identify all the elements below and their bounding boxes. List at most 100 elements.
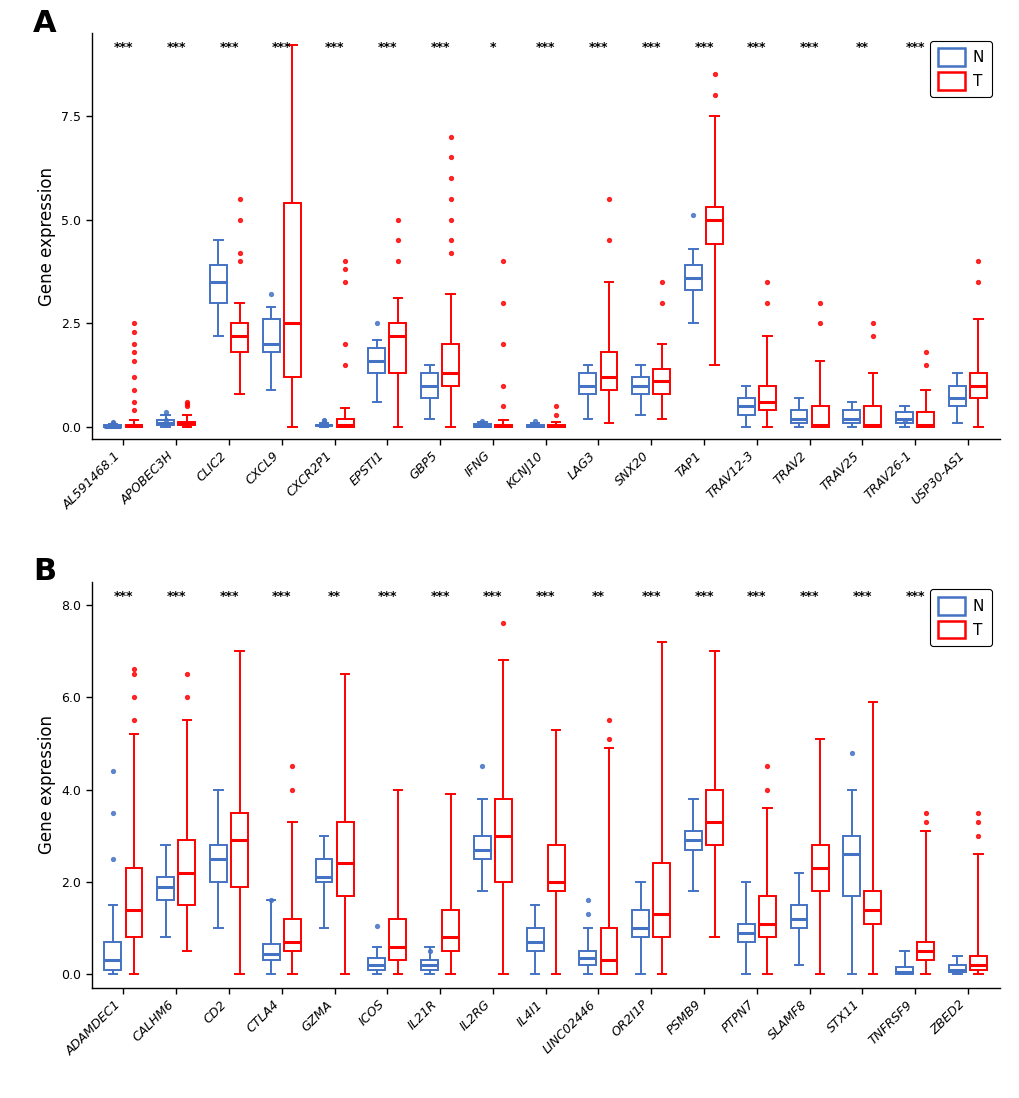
PathPatch shape — [231, 813, 248, 886]
PathPatch shape — [442, 909, 459, 951]
Text: ***: *** — [272, 590, 291, 603]
PathPatch shape — [368, 959, 385, 970]
PathPatch shape — [547, 845, 565, 892]
PathPatch shape — [758, 385, 775, 411]
PathPatch shape — [790, 411, 807, 423]
PathPatch shape — [632, 909, 648, 938]
Y-axis label: Gene expression: Gene expression — [38, 167, 56, 305]
Text: ***: *** — [799, 590, 818, 603]
Text: ***: *** — [483, 590, 502, 603]
PathPatch shape — [864, 406, 880, 427]
Text: A: A — [33, 9, 56, 37]
PathPatch shape — [210, 845, 226, 882]
Text: ***: *** — [799, 41, 818, 54]
PathPatch shape — [948, 965, 965, 972]
PathPatch shape — [526, 928, 543, 951]
Text: **: ** — [855, 41, 868, 54]
PathPatch shape — [758, 896, 775, 938]
PathPatch shape — [843, 836, 859, 896]
PathPatch shape — [125, 425, 143, 427]
Text: ***: *** — [852, 590, 871, 603]
Text: **: ** — [328, 590, 340, 603]
Text: ***: *** — [377, 590, 396, 603]
Text: ***: *** — [694, 590, 713, 603]
PathPatch shape — [178, 840, 195, 905]
PathPatch shape — [283, 203, 301, 378]
PathPatch shape — [685, 831, 701, 850]
Text: ***: *** — [430, 590, 449, 603]
PathPatch shape — [157, 419, 174, 425]
PathPatch shape — [526, 425, 543, 427]
PathPatch shape — [421, 961, 437, 970]
Y-axis label: Gene expression: Gene expression — [38, 716, 56, 854]
Text: ***: *** — [535, 590, 555, 603]
PathPatch shape — [896, 967, 912, 974]
PathPatch shape — [547, 425, 565, 427]
PathPatch shape — [632, 378, 648, 394]
PathPatch shape — [494, 799, 512, 882]
Text: B: B — [33, 558, 56, 586]
PathPatch shape — [600, 352, 616, 390]
Text: ***: *** — [746, 41, 766, 54]
PathPatch shape — [916, 942, 933, 961]
PathPatch shape — [705, 208, 722, 245]
PathPatch shape — [811, 845, 827, 892]
Text: ***: *** — [746, 590, 766, 603]
PathPatch shape — [125, 869, 143, 938]
PathPatch shape — [705, 789, 722, 845]
PathPatch shape — [969, 956, 986, 970]
PathPatch shape — [442, 344, 459, 385]
PathPatch shape — [737, 397, 754, 415]
Text: ***: *** — [905, 590, 924, 603]
PathPatch shape — [178, 422, 195, 425]
PathPatch shape — [864, 892, 880, 923]
PathPatch shape — [600, 928, 616, 974]
Text: ***: *** — [588, 41, 607, 54]
Text: ***: *** — [957, 41, 977, 54]
Text: ***: *** — [219, 41, 238, 54]
PathPatch shape — [336, 418, 354, 427]
PathPatch shape — [811, 406, 827, 427]
PathPatch shape — [653, 369, 669, 394]
Text: ***: *** — [535, 41, 555, 54]
PathPatch shape — [474, 424, 490, 427]
PathPatch shape — [843, 411, 859, 423]
Text: ***: *** — [377, 41, 396, 54]
PathPatch shape — [685, 266, 701, 290]
Text: *: * — [489, 41, 495, 54]
PathPatch shape — [104, 425, 121, 427]
Text: ***: *** — [113, 41, 133, 54]
PathPatch shape — [948, 385, 965, 406]
PathPatch shape — [579, 373, 596, 394]
PathPatch shape — [263, 944, 279, 961]
PathPatch shape — [474, 836, 490, 859]
Text: ***: *** — [324, 41, 344, 54]
Text: ***: *** — [905, 41, 924, 54]
PathPatch shape — [104, 942, 121, 970]
PathPatch shape — [969, 373, 986, 397]
Legend: N, T: N, T — [929, 590, 991, 646]
Text: ***: *** — [219, 590, 238, 603]
Text: **: ** — [591, 590, 604, 603]
Text: ***: *** — [166, 41, 185, 54]
PathPatch shape — [368, 348, 385, 373]
Text: ***: *** — [694, 41, 713, 54]
PathPatch shape — [896, 413, 912, 423]
PathPatch shape — [283, 919, 301, 951]
Text: ***: *** — [430, 41, 449, 54]
PathPatch shape — [494, 425, 512, 427]
PathPatch shape — [263, 320, 279, 352]
Text: ***: *** — [113, 590, 133, 603]
PathPatch shape — [336, 822, 354, 896]
PathPatch shape — [653, 863, 669, 938]
PathPatch shape — [210, 266, 226, 303]
PathPatch shape — [157, 877, 174, 900]
PathPatch shape — [389, 323, 406, 373]
Text: ***: *** — [641, 590, 660, 603]
Text: ***: *** — [166, 590, 185, 603]
Text: ***: *** — [957, 590, 977, 603]
PathPatch shape — [315, 859, 332, 882]
PathPatch shape — [579, 951, 596, 965]
PathPatch shape — [790, 905, 807, 928]
Text: ***: *** — [641, 41, 660, 54]
